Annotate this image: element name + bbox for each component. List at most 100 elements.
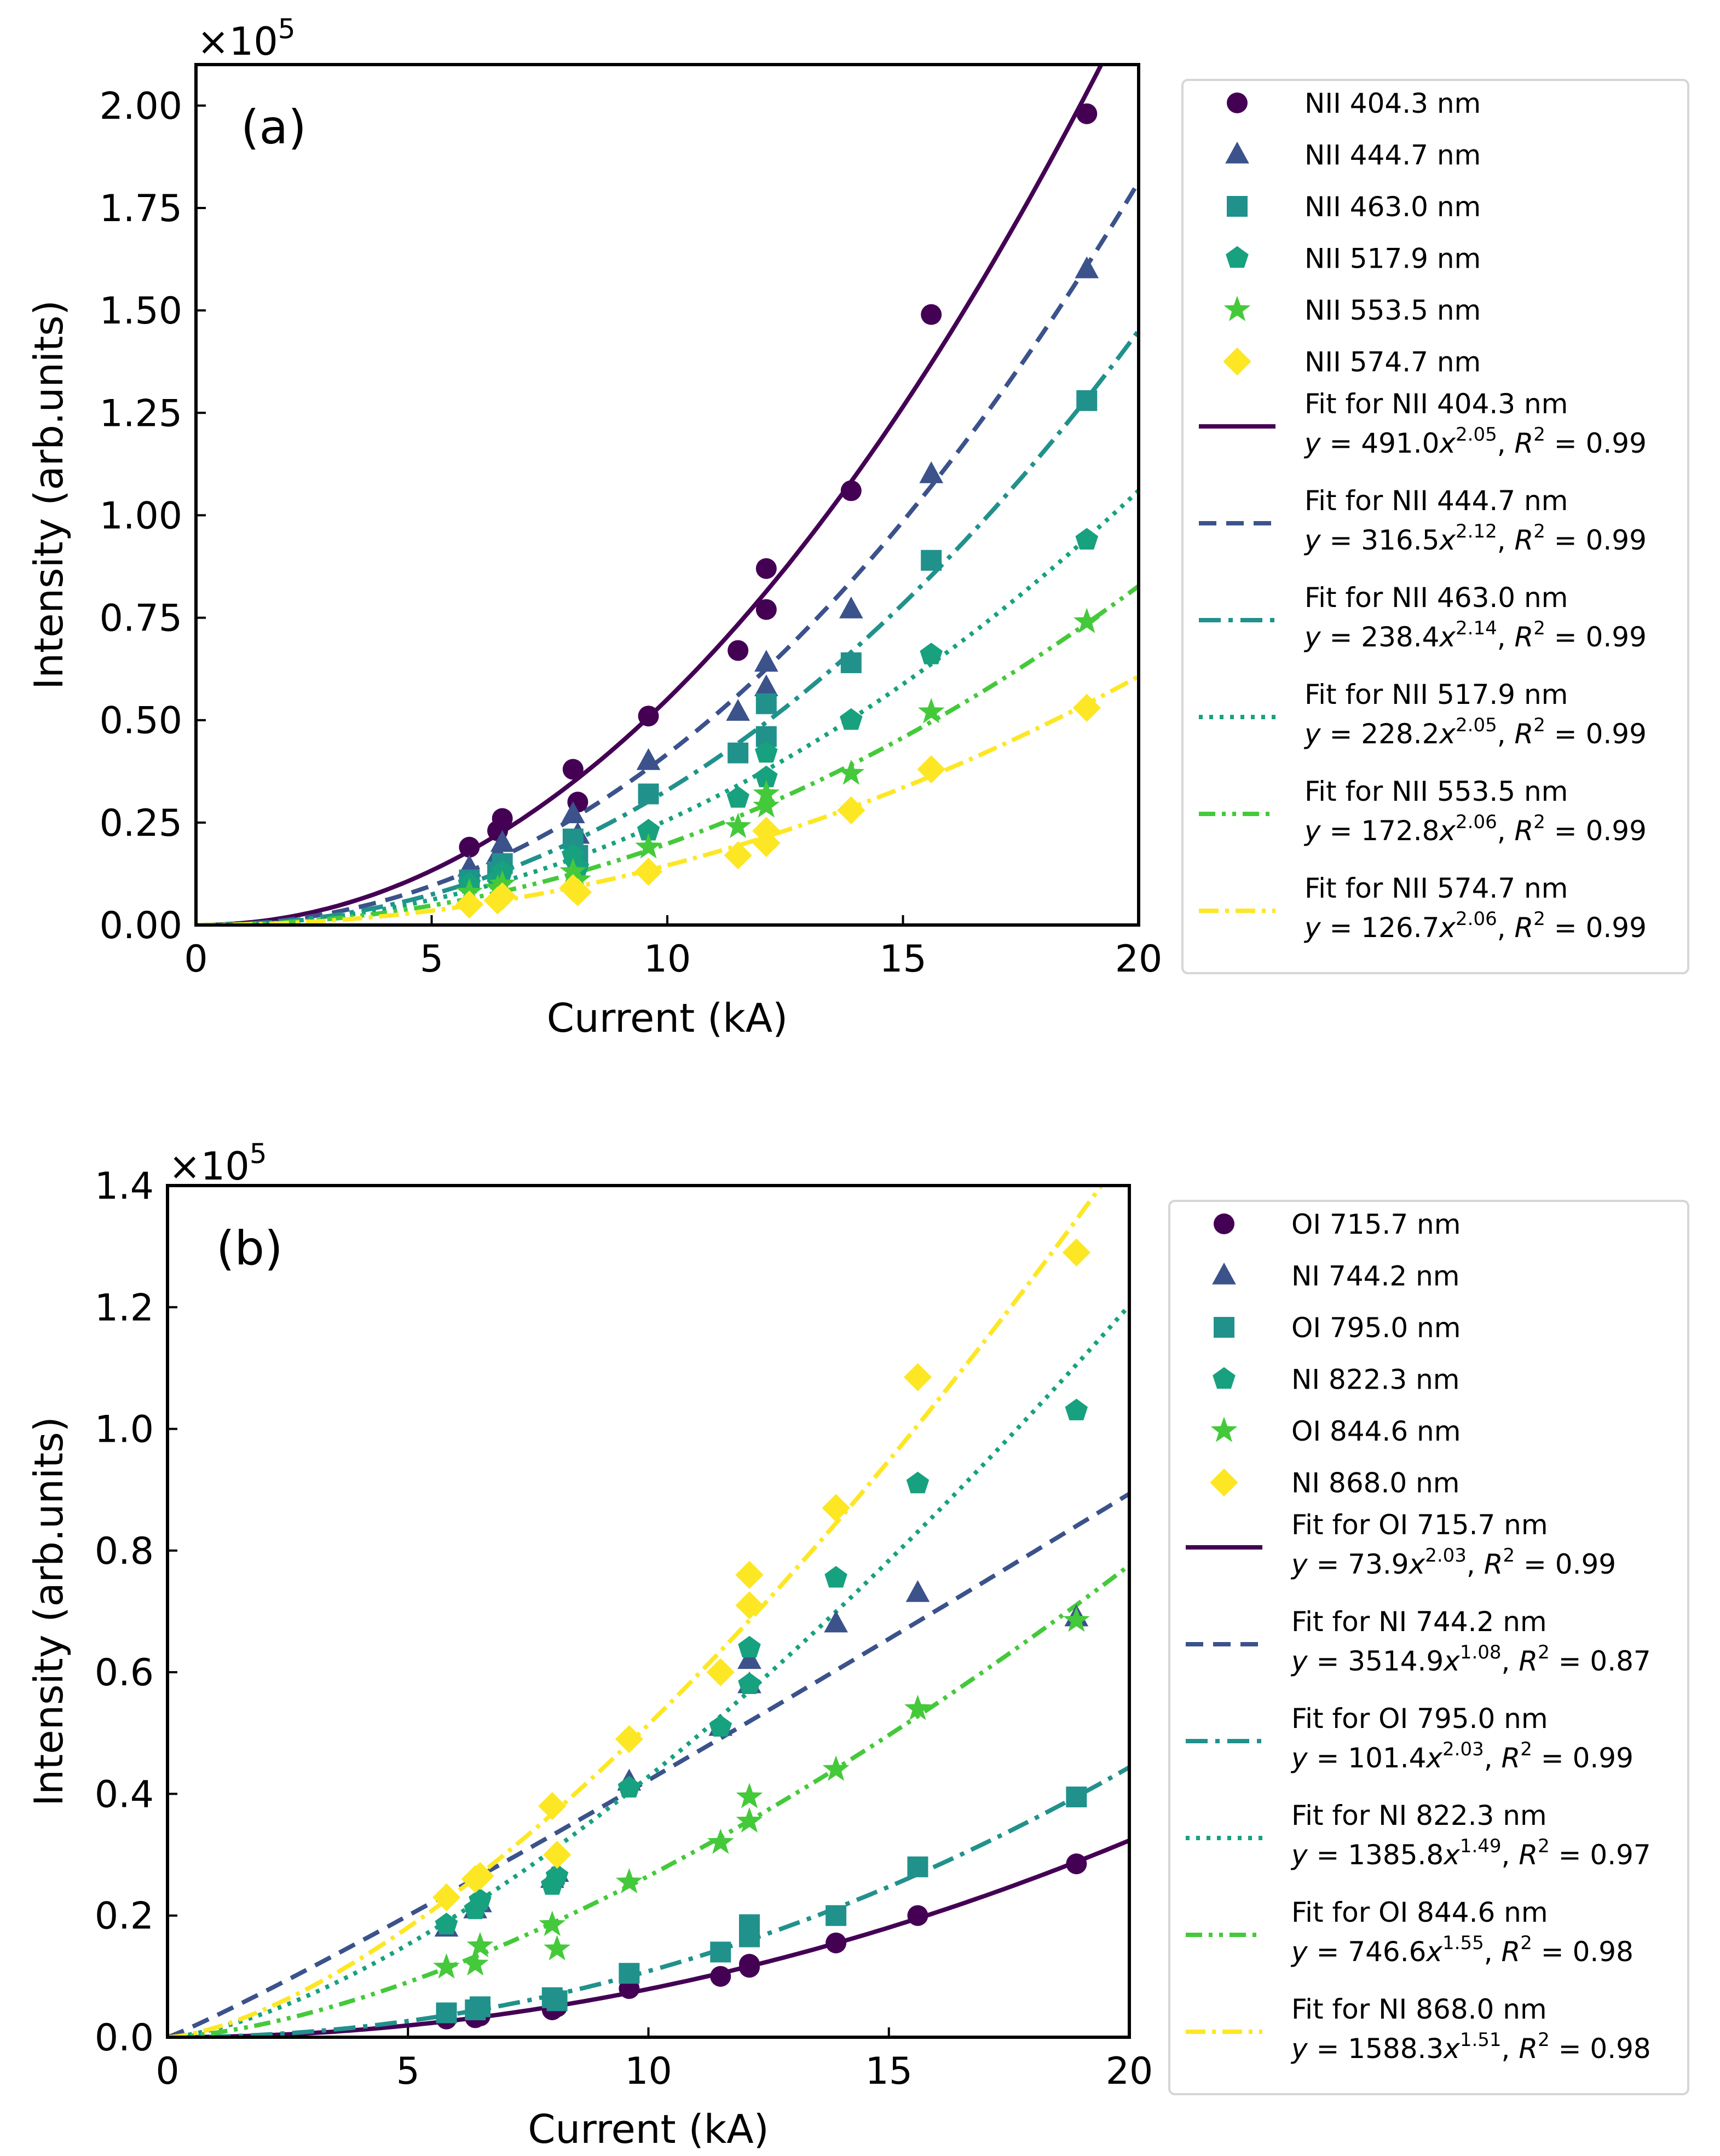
data-point (736, 1807, 763, 1833)
data-point (563, 878, 592, 906)
data-point (905, 1580, 930, 1602)
y-multiplier: ×105 (169, 1138, 267, 1189)
legend: NII 404.3 nm NII 444.7 nm NII 463.0 nm NII … (1181, 79, 1689, 974)
y-tick-label: 0.2 (95, 1895, 154, 1938)
data-point (539, 1910, 566, 1937)
y-tick-label: 1.75 (100, 187, 182, 230)
y-tick-label: 0.4 (95, 1773, 154, 1816)
data-points (455, 103, 1101, 919)
data-point (917, 698, 945, 724)
data-point (822, 1755, 850, 1781)
legend-fit-equation: y = 238.4x2.14, R2 = 0.99 (1303, 617, 1647, 653)
data-point (904, 1695, 931, 1720)
data-point (903, 1363, 932, 1391)
y-tick-label: 0.25 (100, 802, 182, 845)
data-point (755, 726, 777, 747)
legend-fit-equation: y = 491.0x2.05, R2 = 0.99 (1303, 424, 1647, 459)
data-point (726, 786, 749, 808)
fit-line-3 (196, 489, 1139, 925)
panel-label: (a) (241, 100, 307, 155)
legend: OI 715.7 nm NI 744.2 nm OI 795.0 nm NI 822.… (1168, 1200, 1689, 2095)
x-tick-label: 5 (396, 2050, 420, 2093)
data-point (545, 1864, 569, 1886)
legend-fit-equation: y = 3514.9x1.08, R2 = 0.87 (1290, 1641, 1651, 1677)
legend-fit-label: Fit for NII 444.7 nm (1305, 485, 1568, 517)
data-point (492, 808, 513, 829)
data-point (840, 652, 862, 673)
legend-fit-equation: y = 316.5x2.12, R2 = 0.99 (1303, 521, 1647, 556)
x-tick-label: 10 (625, 2050, 672, 2093)
y-tick-label: 1.0 (95, 1408, 154, 1452)
data-point (638, 706, 659, 727)
data-point (466, 1862, 494, 1891)
data-point (738, 1914, 760, 1935)
data-point (728, 640, 749, 661)
y-axis-label: Intensity (arb.units) (26, 1417, 72, 1806)
data-point (634, 858, 663, 886)
data-point (919, 461, 944, 483)
data-point (615, 1725, 644, 1754)
data-point (461, 1950, 489, 1976)
data-point (490, 830, 515, 852)
fit-line-4 (168, 1563, 1129, 2037)
legend-marker (1223, 296, 1251, 321)
data-point (455, 890, 484, 919)
y-tick-label: 0.0 (95, 2016, 154, 2060)
y-axis-label: Intensity (arb.units) (26, 300, 72, 690)
y-tick-label: 1.00 (100, 494, 182, 537)
data-point (488, 882, 517, 911)
fit-line-4 (196, 584, 1139, 925)
fit-line-1 (196, 181, 1139, 925)
data-point (738, 1953, 760, 1975)
data-point (752, 817, 781, 845)
data-point (728, 742, 749, 764)
data-point (542, 1840, 572, 1869)
y-tick-label: 0.75 (100, 597, 182, 640)
x-axis-label: Current (kA) (528, 2106, 769, 2152)
data-point (907, 1856, 928, 1877)
data-point (432, 1883, 461, 1912)
data-point (735, 1560, 764, 1589)
data-point (638, 783, 659, 805)
legend-entry-label: NII 463.0 nm (1305, 191, 1481, 223)
x-tick-label: 5 (420, 938, 443, 981)
data-point (826, 1932, 847, 1953)
fit-line-2 (168, 1765, 1129, 2037)
y-tick-label: 1.4 (95, 1165, 154, 1208)
fit-line-0 (196, 65, 1104, 925)
data-point (907, 1905, 928, 1926)
legend-fit-label: Fit for NII 517.9 nm (1305, 679, 1568, 710)
data-point (824, 1610, 848, 1633)
x-tick-label: 0 (155, 2050, 179, 2093)
legend-fit-label: Fit for NII 553.5 nm (1305, 776, 1568, 807)
data-point (755, 599, 777, 620)
legend-fit-label: Fit for NII 404.3 nm (1305, 388, 1568, 420)
legend-fit-equation: y = 126.7x2.06, R2 = 0.99 (1303, 908, 1647, 944)
legend-entry-label: NII 574.7 nm (1305, 346, 1481, 378)
data-point (738, 1672, 761, 1694)
legend-marker (1210, 1417, 1238, 1442)
data-point (840, 708, 863, 730)
fit-line-2 (196, 329, 1139, 925)
data-point (920, 643, 943, 664)
data-point (637, 819, 660, 841)
legend-fit-label: Fit for NI 744.2 nm (1291, 1606, 1547, 1638)
data-point (726, 698, 750, 721)
y-tick-label: 2.00 (100, 85, 182, 128)
data-point (1075, 256, 1099, 279)
data-point (470, 1996, 491, 2018)
data-point (561, 801, 585, 824)
data-point (738, 1635, 761, 1658)
plot-frame (194, 63, 1140, 927)
legend-marker (1214, 1317, 1234, 1338)
data-point (917, 755, 945, 784)
legend-entry-label: NII 404.3 nm (1305, 88, 1481, 119)
data-point (754, 674, 778, 696)
data-point (1062, 1238, 1091, 1267)
y-tick-label: 0.6 (95, 1651, 154, 1695)
data-point (822, 1494, 850, 1522)
legend-entry-label: NII 517.9 nm (1305, 243, 1481, 275)
data-point (826, 1905, 847, 1926)
data-points (432, 1238, 1091, 2030)
